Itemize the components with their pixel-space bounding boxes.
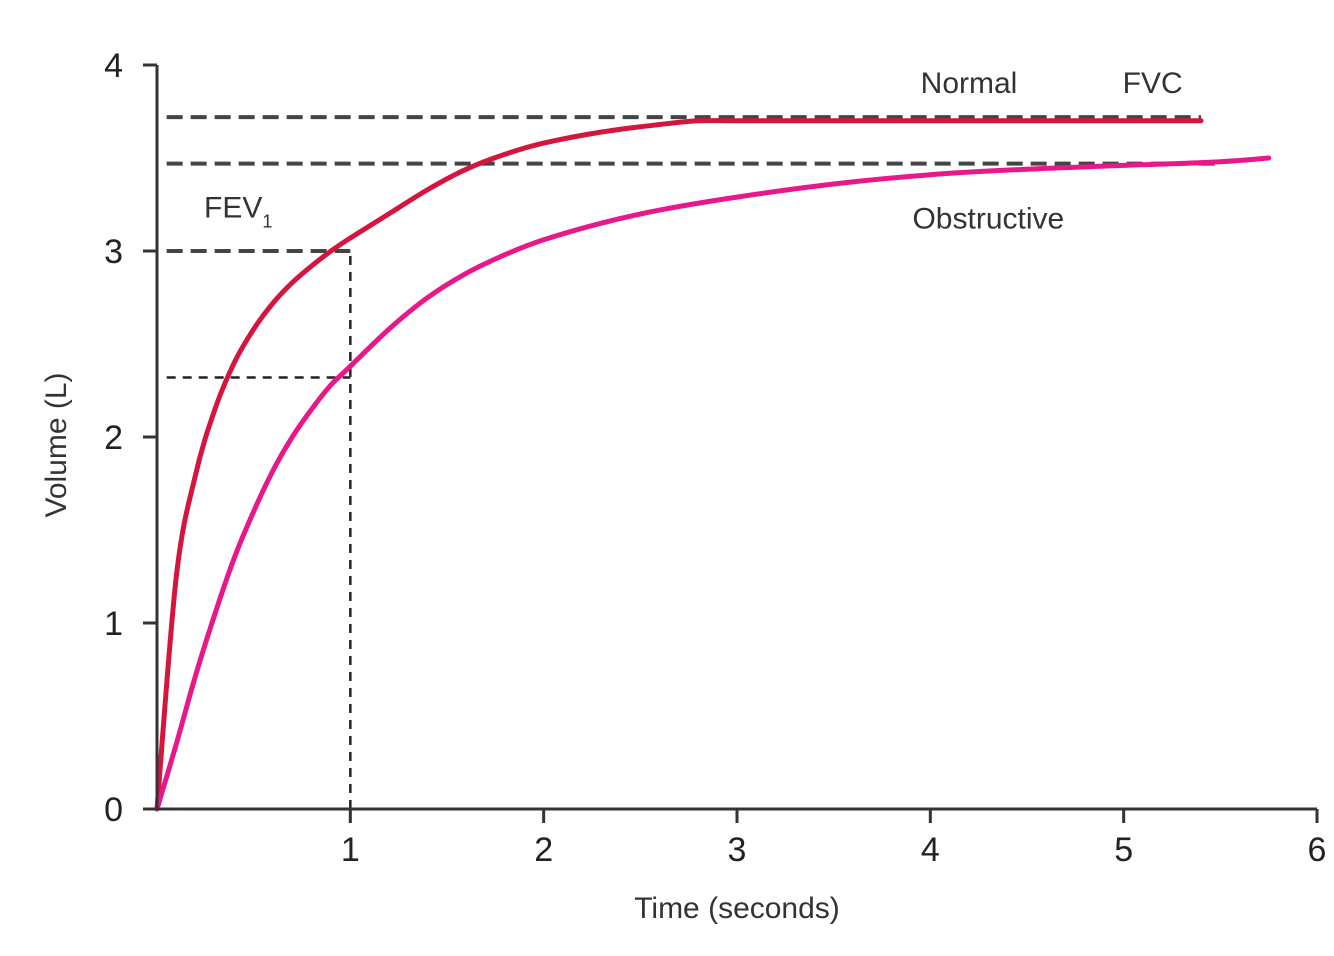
annotation-fev: FEV1 [204, 192, 272, 232]
y-tick-label-2: 2 [104, 419, 123, 457]
x-tick-label-1: 1 [341, 831, 360, 869]
x-tick-label-5: 5 [1114, 831, 1133, 869]
y-tick-label-3: 3 [104, 233, 123, 271]
ticks: 1 2 3 4 5 6 0 1 2 3 4 [104, 47, 1326, 869]
annotation-obstructive: Obstructive [912, 203, 1064, 236]
annotation-subscript: 1 [262, 212, 272, 232]
annotation-fvc: FVC [1123, 67, 1183, 100]
series-lines [154, 118, 1272, 812]
x-tick-label-6: 6 [1308, 831, 1327, 869]
annotation-normal: Normal [921, 67, 1018, 100]
x-tick-label-2: 2 [534, 831, 553, 869]
axes [155, 65, 1317, 811]
series-line-normal [154, 118, 1204, 812]
y-tick-label-1: 1 [104, 605, 123, 643]
series-line-obstructive [154, 155, 1272, 812]
x-tick-label-3: 3 [728, 831, 747, 869]
annotations: Normal FVC Obstructive FEV1 [204, 67, 1183, 236]
x-axis-label: Time (seconds) [634, 892, 840, 925]
y-tick-label-0: 0 [104, 791, 123, 829]
reference-lines [166, 115, 1221, 809]
y-axis-label: Volume (L) [40, 372, 73, 517]
y-tick-label-4: 4 [104, 47, 123, 85]
x-tick-label-4: 4 [921, 831, 940, 869]
